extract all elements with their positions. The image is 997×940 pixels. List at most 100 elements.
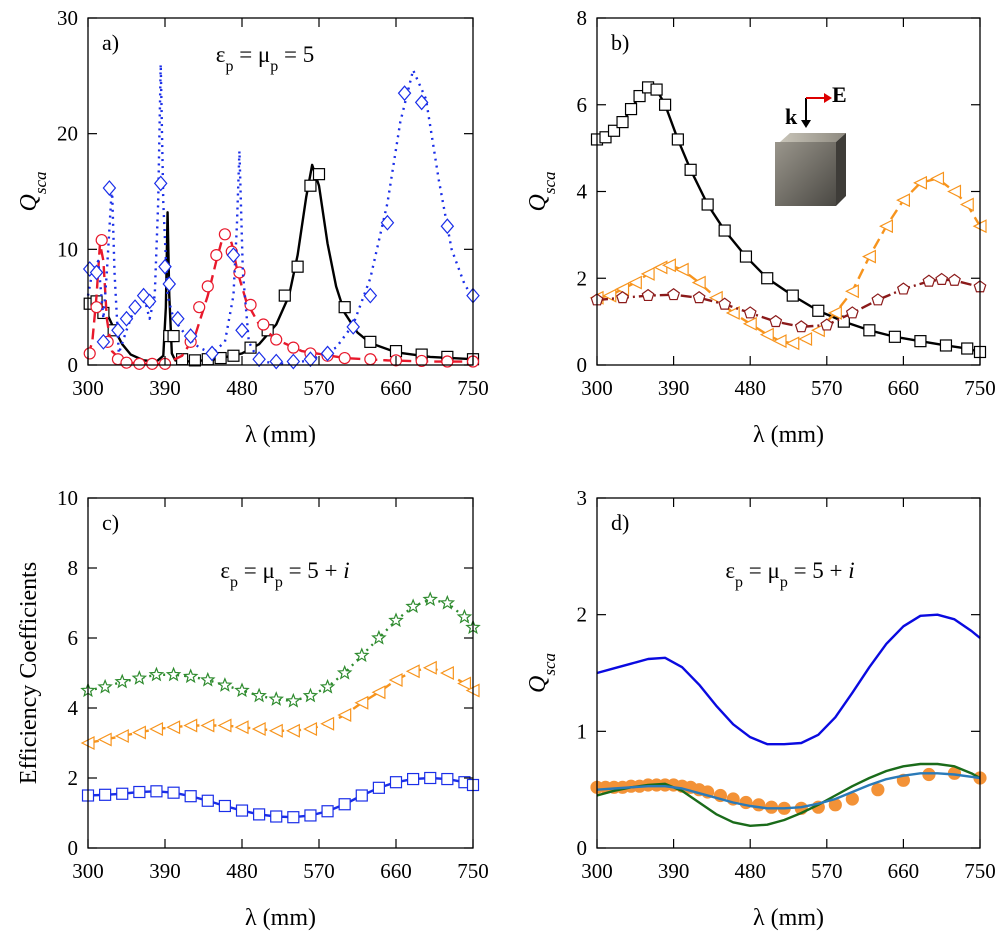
series-line <box>86 63 475 366</box>
x-axis-label: λ (mm) <box>245 422 316 448</box>
marker <box>658 98 672 111</box>
marker <box>346 318 361 335</box>
marker <box>616 291 629 304</box>
marker <box>268 691 284 706</box>
marker <box>415 354 428 368</box>
text-segment: = μ <box>238 558 275 583</box>
marker <box>862 249 876 264</box>
y-axis-label: Efficiency Coefficients <box>16 562 42 784</box>
marker <box>371 685 386 700</box>
text-segment: p <box>225 58 233 75</box>
marker <box>397 85 412 102</box>
marker <box>599 131 612 144</box>
series-line <box>596 613 981 746</box>
marker <box>131 670 148 685</box>
marker <box>338 351 351 365</box>
marker <box>752 798 766 812</box>
x-tick-label: 480 <box>734 376 766 400</box>
marker <box>97 732 112 747</box>
marker <box>200 671 216 687</box>
y-tick-label: 10 <box>57 486 78 510</box>
marker <box>128 299 142 316</box>
y-tick-label: 8 <box>577 6 588 30</box>
x-axis-label: λ (mm) <box>753 422 824 448</box>
marker <box>718 297 732 310</box>
marker <box>389 776 403 789</box>
y-axis-label: Qsca <box>16 171 50 211</box>
marker <box>739 250 753 263</box>
text-segment: = 5 + <box>788 558 848 583</box>
marker <box>896 282 910 295</box>
text-segment: Efficiency Coefficients <box>16 562 42 784</box>
y-tick-label: 2 <box>577 603 588 627</box>
marker <box>182 668 199 684</box>
marker <box>407 772 420 786</box>
marker <box>278 289 291 302</box>
annotation: εp = μp = 5 + i <box>220 558 349 591</box>
y-axis-label: Qsca <box>525 653 559 693</box>
marker <box>380 214 395 231</box>
x-tick-label: 570 <box>811 376 843 400</box>
cube-top <box>780 133 846 142</box>
marker <box>667 287 681 301</box>
marker <box>312 168 326 181</box>
marker <box>354 647 370 663</box>
marker <box>148 666 165 682</box>
marker <box>183 718 198 733</box>
annotation: εp = μp = 5 <box>216 42 314 75</box>
marker <box>441 772 454 786</box>
marker <box>363 287 378 304</box>
plot-frame <box>87 497 474 849</box>
x-tick-label: 750 <box>457 376 489 400</box>
marker <box>388 673 403 687</box>
marker <box>935 272 949 286</box>
x-tick-label: 480 <box>226 376 258 400</box>
marker <box>338 301 351 314</box>
x-tick-label: 570 <box>303 859 335 883</box>
marker <box>252 351 266 368</box>
marker <box>142 293 157 310</box>
marker <box>320 716 335 731</box>
marker <box>641 288 655 302</box>
cube-side <box>836 133 846 206</box>
inset-label: E <box>832 82 847 107</box>
marker <box>786 289 799 302</box>
marker <box>930 171 945 186</box>
marker <box>235 804 249 817</box>
marker <box>662 258 676 273</box>
marker <box>871 783 885 797</box>
marker <box>812 304 825 317</box>
marker <box>827 305 842 320</box>
marker <box>947 184 962 199</box>
marker <box>405 598 421 614</box>
marker <box>165 666 182 682</box>
marker <box>759 327 774 342</box>
marker <box>879 219 893 234</box>
marker <box>785 336 800 351</box>
marker <box>769 314 783 328</box>
marker <box>743 306 757 319</box>
marker <box>671 133 684 146</box>
marker <box>114 729 129 743</box>
text-segment: sca <box>540 653 559 676</box>
marker <box>456 608 473 624</box>
marker <box>424 771 437 785</box>
marker <box>201 794 214 807</box>
marker <box>116 787 129 800</box>
text-segment: = 5 + <box>283 558 343 583</box>
marker <box>439 666 454 680</box>
marker <box>820 318 834 331</box>
marker <box>303 722 318 736</box>
marker <box>650 83 663 96</box>
marker <box>798 332 813 346</box>
x-tick-label: 300 <box>72 376 104 400</box>
marker <box>285 692 302 708</box>
marker <box>183 328 198 345</box>
text-segment: p <box>735 574 743 591</box>
marker <box>371 629 387 645</box>
inset-label: k <box>785 104 798 129</box>
x-tick-label: 660 <box>380 376 412 400</box>
marker <box>691 275 706 290</box>
marker <box>863 324 876 337</box>
